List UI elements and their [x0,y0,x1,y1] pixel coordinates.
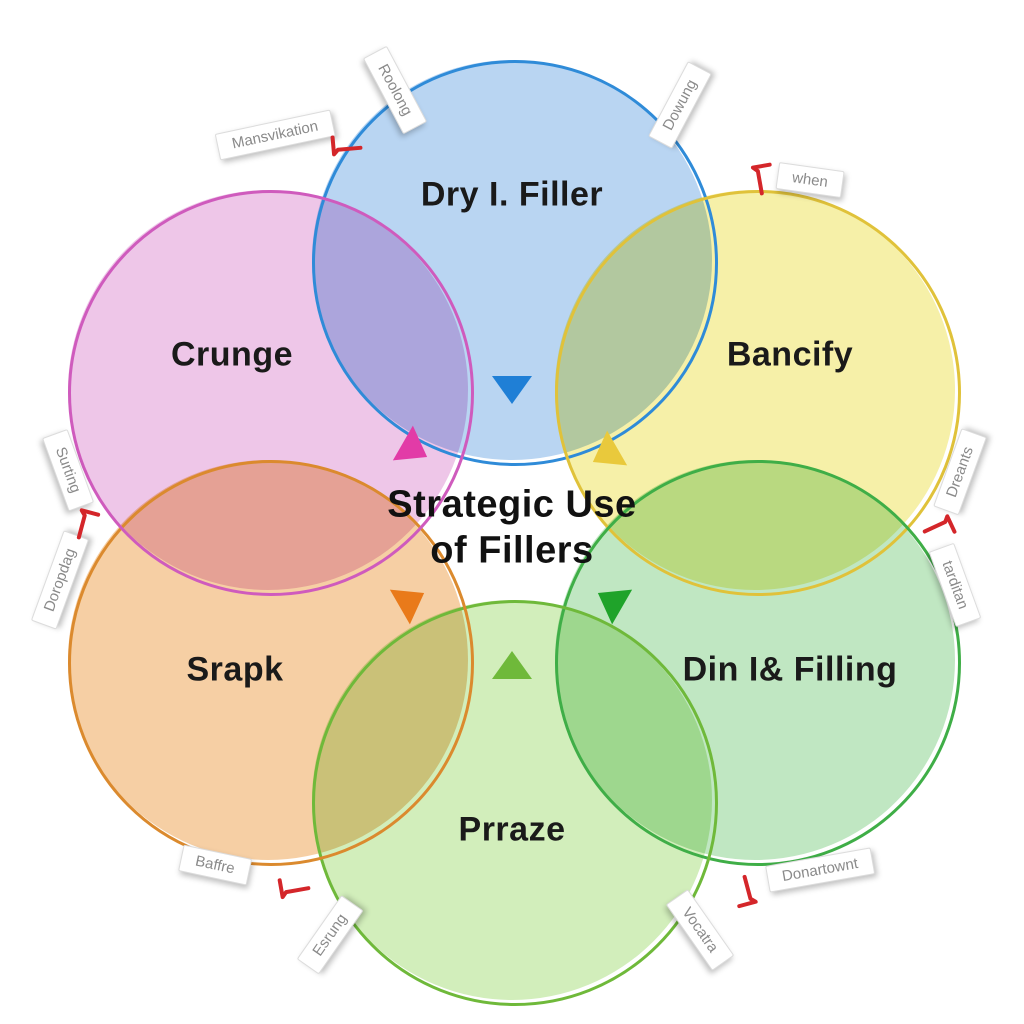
center-title-line2: of Fillers [430,529,593,571]
center-title: Strategic Use of Fillers [387,482,636,573]
petal-label-bot-right: Din I& Filling [683,651,898,690]
petal-label-top: Dry I. Filler [421,176,603,215]
petal-label-bot-left: Srapk [187,651,284,690]
triangle-bottom [492,651,532,679]
petal-label-top-right: Bancify [727,336,853,375]
center-title-line1: Strategic Use [387,483,636,525]
diagram-stage: Dry I. Filler Bancify Din I& Filling Prr… [0,0,1024,1024]
ribbon-dowung: Dowung [648,61,712,149]
petal-label-bottom: Prraze [459,811,566,850]
petal-label-top-left: Crunge [171,336,293,375]
triangle-top [492,376,532,404]
arrow-icon-4 [262,862,318,918]
ribbon-esrung: Esrung [297,896,364,975]
